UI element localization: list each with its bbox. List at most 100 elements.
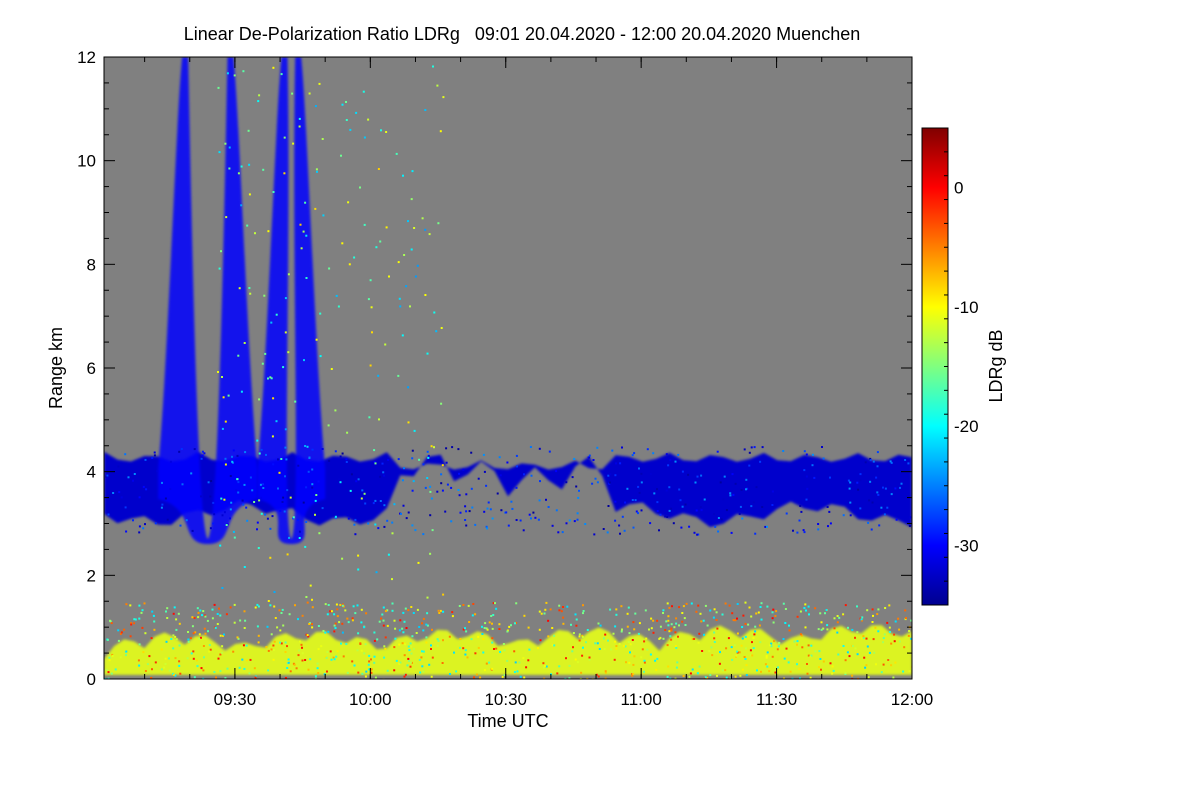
speckle	[346, 514, 349, 517]
speckle	[418, 458, 421, 461]
speckle	[882, 663, 885, 666]
speckle	[487, 501, 490, 504]
speckle	[702, 619, 705, 622]
speckle	[640, 509, 643, 512]
speckle	[643, 661, 646, 664]
speckle	[782, 602, 785, 605]
speckle	[510, 624, 512, 627]
speckle	[125, 654, 127, 657]
speckle	[397, 261, 400, 264]
speckle	[431, 529, 434, 532]
speckle	[640, 472, 643, 475]
speckle	[322, 630, 325, 632]
speckle	[665, 453, 668, 456]
speckle	[675, 666, 678, 669]
speckle	[791, 677, 794, 679]
speckle	[735, 655, 737, 658]
speckle	[851, 674, 854, 677]
speckle	[626, 625, 629, 628]
speckle	[442, 639, 444, 642]
speckle	[752, 637, 755, 639]
speckle	[751, 641, 753, 644]
speckle	[382, 471, 385, 474]
speckle	[270, 321, 273, 324]
speckle	[802, 529, 805, 532]
speckle	[421, 665, 424, 668]
speckle	[418, 658, 421, 661]
speckle	[142, 527, 145, 530]
speckle	[754, 625, 757, 628]
speckle	[256, 603, 259, 606]
speckle	[477, 646, 480, 649]
x-tick-label: 09:30	[214, 690, 257, 709]
speckle	[374, 462, 377, 465]
speckle	[213, 513, 216, 516]
speckle	[702, 515, 705, 518]
speckle	[772, 621, 775, 624]
speckle	[514, 622, 516, 625]
speckle	[638, 467, 640, 470]
speckle	[668, 509, 671, 512]
speckle	[382, 606, 385, 609]
speckle	[249, 476, 252, 479]
speckle	[407, 609, 410, 612]
speckle	[354, 518, 357, 521]
speckle	[673, 626, 676, 629]
speckle	[403, 620, 406, 623]
speckle	[750, 615, 753, 618]
speckle	[507, 524, 510, 527]
speckle	[204, 632, 207, 635]
speckle	[241, 499, 244, 502]
speckle	[288, 613, 291, 616]
speckle	[433, 446, 435, 449]
speckle	[612, 632, 615, 635]
speckle	[372, 502, 375, 505]
speckle	[491, 517, 494, 520]
speckle	[805, 609, 807, 612]
speckle	[759, 460, 762, 463]
speckle	[609, 481, 611, 484]
speckle	[153, 451, 156, 454]
speckle	[820, 668, 822, 671]
speckle	[373, 661, 376, 664]
speckle	[506, 461, 509, 464]
speckle	[807, 605, 810, 608]
speckle	[809, 676, 812, 679]
speckle	[191, 529, 194, 532]
speckle	[745, 674, 748, 677]
speckle	[689, 672, 692, 675]
speckle	[369, 279, 372, 282]
speckle	[422, 463, 425, 466]
speckle	[316, 667, 319, 670]
speckle	[725, 647, 728, 650]
speckle	[384, 647, 387, 650]
speckle	[620, 630, 623, 633]
speckle	[562, 606, 564, 608]
speckle	[578, 489, 580, 492]
speckle	[771, 617, 774, 620]
speckle	[796, 531, 799, 534]
speckle	[489, 508, 492, 511]
speckle	[417, 561, 420, 564]
speckle	[275, 313, 278, 316]
speckle	[744, 601, 747, 604]
speckle	[549, 608, 552, 611]
speckle	[421, 650, 423, 653]
speckle	[749, 649, 752, 652]
speckle	[127, 476, 130, 479]
speckle	[287, 273, 290, 276]
speckle	[892, 676, 895, 679]
speckle	[603, 648, 606, 651]
speckle	[319, 312, 322, 315]
speckle	[435, 330, 438, 333]
speckle	[555, 470, 558, 473]
speckle	[284, 428, 287, 431]
speckle	[764, 525, 767, 528]
speckle	[558, 609, 561, 612]
speckle	[357, 568, 360, 571]
speckle	[470, 487, 473, 490]
speckle	[440, 473, 443, 476]
speckle	[723, 475, 726, 478]
speckle	[325, 656, 328, 659]
